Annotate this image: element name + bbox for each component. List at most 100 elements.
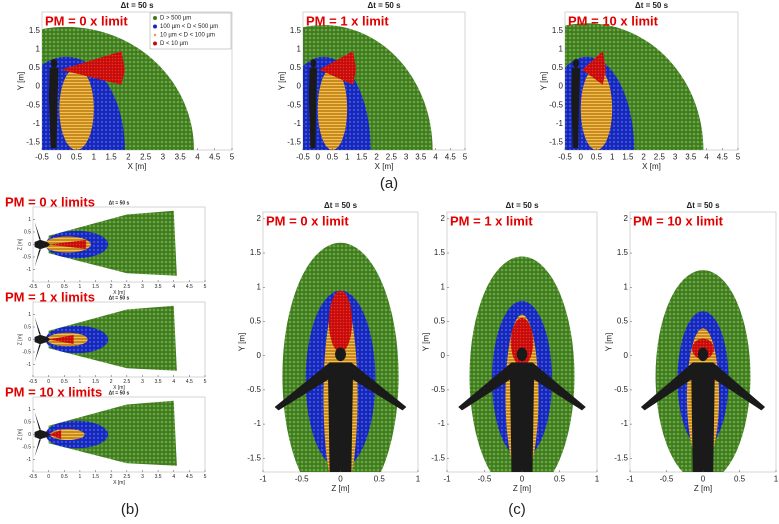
particle-region [510, 318, 534, 366]
x-tick-label: -1 [626, 474, 634, 483]
pm-annotation: PM = 0 x limit [266, 213, 349, 228]
legend-label: 10 µm < D < 100 µm [160, 33, 215, 39]
legend-label: D > 500 µm [160, 16, 191, 22]
y-tick-label: 0.5 [617, 317, 629, 326]
x-tick-label: 2 [641, 152, 646, 161]
x-tick-label: 3 [141, 284, 144, 290]
x-tick-label: 4 [433, 152, 438, 161]
particle-region [61, 51, 125, 85]
x-tick-label: -1 [259, 474, 267, 483]
mannequin [34, 412, 51, 457]
x-tick-label: 0 [520, 474, 525, 483]
x-tick-label: 0.5 [554, 474, 566, 483]
legend-marker [153, 24, 157, 29]
x-tick-label: -0.5 [29, 379, 38, 385]
x-tick-label: 5 [204, 379, 207, 385]
x-tick-label: 3.5 [155, 284, 162, 290]
mannequin [34, 222, 51, 267]
y-tick-label: 1.5 [552, 26, 564, 35]
x-tick-label: 3.5 [155, 474, 162, 480]
mannequin [274, 362, 407, 472]
x-axis-label: X [m] [113, 290, 125, 296]
legend-label: 100 µm < D < 500 µm [160, 24, 218, 30]
x-tick-label: 4.5 [186, 284, 193, 290]
y-tick-label: 0 [36, 82, 41, 91]
y-tick-label: 0 [441, 351, 446, 360]
x-tick-label: 5 [463, 152, 468, 161]
y-tick-label: 2 [257, 214, 262, 223]
x-tick-label: 1.5 [106, 152, 118, 161]
y-tick-label: 1 [257, 282, 262, 291]
x-tick-label: 4.5 [209, 152, 221, 161]
particle-region [319, 51, 357, 85]
y-tick-label: 2 [624, 214, 629, 223]
particle-region [48, 305, 177, 371]
x-tick-label: 1.5 [92, 474, 99, 480]
mannequin [697, 347, 709, 362]
x-tick-label: 4 [172, 474, 175, 480]
x-tick-label: 0.5 [327, 152, 339, 161]
x-tick-label: 0 [338, 474, 343, 483]
y-tick-label: 0 [28, 337, 31, 343]
y-tick-label: -0.5 [431, 385, 445, 394]
pm-annotation: PM = 1 x limit [450, 213, 533, 228]
y-tick-label: -0.5 [22, 349, 31, 355]
y-axis-label: Y [m] [421, 333, 430, 352]
panel-title: Δt = 50 s [505, 201, 539, 210]
particle-cloud [303, 25, 433, 150]
y-tick-label: -0.5 [614, 385, 628, 394]
x-tick-label: 5 [204, 474, 207, 480]
x-axis-label: X [m] [113, 385, 125, 391]
y-tick-label: 0 [28, 242, 31, 248]
x-tick-label: 1.5 [92, 284, 99, 290]
y-tick-label: 1.5 [434, 248, 446, 257]
x-tick-label: 4 [172, 284, 175, 290]
y-tick-label: 1.5 [617, 248, 629, 257]
panel-title: Δt = 50 s [686, 201, 720, 210]
x-tick-label: 4 [704, 152, 709, 161]
x-tick-label: 3.5 [415, 152, 427, 161]
mannequin [516, 347, 528, 362]
mannequin [335, 347, 346, 362]
mannequin [50, 58, 58, 68]
y-tick-label: 1 [441, 282, 446, 291]
y-axis-label: Y [m] [277, 72, 286, 91]
y-axis-label: Y [m] [539, 72, 548, 91]
caption: (c) [508, 501, 526, 518]
x-tick-label: 2 [110, 379, 113, 385]
panel-title: Δt = 50 s [109, 295, 130, 301]
legend-marker [153, 33, 157, 37]
y-tick-label: 1 [28, 217, 31, 223]
caption: (a) [380, 175, 398, 192]
y-axis-label: Y [m] [604, 333, 613, 352]
y-tick-label: 0.5 [24, 229, 31, 235]
y-tick-label: -1 [438, 419, 446, 428]
y-tick-label: 0 [257, 351, 262, 360]
x-tick-label: 1 [595, 474, 600, 483]
x-tick-label: 4.5 [186, 379, 193, 385]
pm-annotation: PM = 10 x limit [633, 213, 724, 228]
y-axis-label: Z [m] [17, 428, 23, 440]
y-tick-label: 0 [559, 82, 564, 91]
x-tick-label: 0.5 [61, 284, 68, 290]
y-tick-label: 1 [28, 407, 31, 413]
mannequin [34, 317, 51, 362]
pm-annotation: PM = 10 x limit [568, 13, 659, 28]
legend-marker [153, 41, 157, 46]
y-tick-label: 0 [624, 351, 629, 360]
x-tick-label: 1.5 [92, 379, 99, 385]
x-tick-label: 2 [110, 284, 113, 290]
y-tick-label: -0.5 [22, 444, 31, 450]
y-tick-label: 1 [559, 44, 564, 53]
x-axis-label: X [m] [128, 162, 147, 171]
y-axis-label: Z [m] [17, 333, 23, 345]
particle-cloud [42, 26, 194, 150]
y-tick-label: 0.5 [24, 419, 31, 425]
x-tick-label: 1 [610, 152, 615, 161]
y-tick-label: -1 [27, 457, 32, 463]
x-tick-label: 5 [230, 152, 235, 161]
particle-region [59, 67, 94, 150]
particle-region [48, 335, 74, 344]
y-tick-label: -1.5 [287, 138, 301, 147]
